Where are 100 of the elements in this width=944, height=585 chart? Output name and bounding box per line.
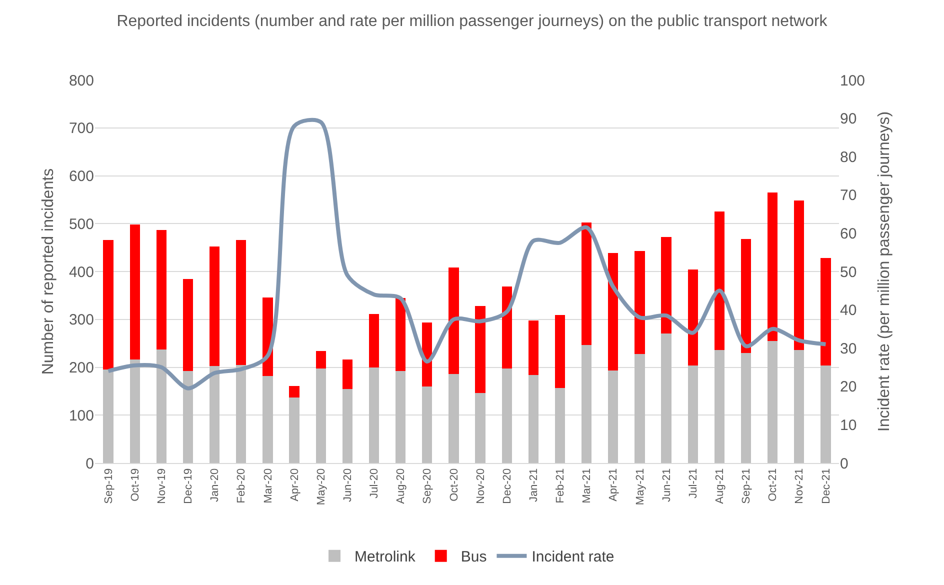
bar (661, 237, 672, 334)
bar (714, 212, 724, 350)
bar (210, 366, 220, 463)
bar (368, 367, 380, 463)
x-tick-label: Dec-21 (820, 468, 832, 504)
bar (554, 388, 566, 463)
bar (422, 386, 432, 463)
x-tick-label: May-21 (634, 468, 646, 506)
bar (608, 370, 618, 463)
x-tick-label: Aug-21 (714, 468, 726, 504)
bar (130, 360, 140, 463)
bar (768, 340, 778, 463)
x-tick-label: May-20 (315, 468, 328, 506)
bar (688, 270, 698, 366)
bar (794, 200, 804, 350)
bar (608, 252, 618, 371)
bar (502, 368, 512, 463)
legend-label: Incident rate (532, 548, 614, 566)
bar (262, 376, 273, 463)
bar (475, 306, 486, 394)
x-tick-label: Oct-19 (129, 468, 142, 502)
y2-tick-label: 0 (840, 455, 848, 472)
bar (156, 230, 166, 350)
y2-tick-label: 30 (840, 340, 857, 358)
x-tick-label: Feb-20 (236, 468, 248, 504)
bar (396, 298, 406, 372)
x-tick-label: Sep-20 (422, 468, 434, 504)
x-tick-label: Nov-19 (156, 468, 168, 504)
x-tick-label: Jun-21 (660, 468, 673, 502)
x-tick-label: Sep-21 (740, 468, 753, 504)
bar (634, 250, 645, 354)
y-tick-label: 700 (68, 120, 94, 138)
y2-tick-label: 40 (840, 302, 857, 320)
bar (210, 246, 220, 366)
bar (316, 350, 326, 369)
y-tick-label: 600 (68, 168, 94, 185)
y-tick-label: 800 (68, 72, 94, 90)
x-tick-label: Mar-20 (262, 468, 274, 504)
y2-tick-label: 10 (840, 416, 857, 434)
y-axis-title: Number of reported incidents (40, 168, 57, 375)
bar (182, 279, 194, 372)
bar (502, 286, 512, 369)
y-tick-label: 200 (68, 360, 94, 376)
bar (368, 314, 380, 368)
bar (740, 352, 752, 463)
y2-tick-label: 100 (840, 72, 866, 90)
bar (794, 350, 804, 463)
x-tick-label: Jan-21 (528, 468, 540, 502)
legend-label: Bus (460, 548, 487, 566)
x-tick-label: Mar-21 (581, 468, 594, 504)
x-tick-label: Feb-21 (554, 468, 567, 504)
y2-tick-label: 70 (840, 187, 857, 204)
y2-tick-label: 20 (840, 378, 857, 396)
y2-tick-label: 90 (840, 110, 857, 128)
bar (554, 315, 566, 388)
bar (342, 388, 352, 463)
bar (182, 371, 194, 463)
x-tick-label: Apr-21 (608, 468, 620, 502)
x-tick-label: Dec-20 (501, 468, 514, 504)
x-tick-label: Aug-20 (395, 468, 408, 504)
x-tick-label: Nov-21 (794, 468, 806, 504)
bar (130, 224, 140, 360)
bar (582, 345, 592, 463)
bar (448, 374, 459, 463)
bar (820, 258, 831, 366)
y-tick-label: 500 (68, 216, 94, 233)
y-tick-label: 0 (86, 455, 94, 472)
y2-axis-title: Incident rate (per million passenger journeys) (876, 111, 893, 432)
x-tick-label: Oct-21 (767, 468, 780, 502)
x-tick-label: Nov-20 (474, 468, 487, 504)
bar (688, 365, 698, 463)
bar (103, 370, 114, 463)
y-tick-label: 100 (68, 407, 94, 424)
bar (236, 240, 246, 365)
x-tick-label: Sep-19 (102, 468, 115, 504)
bar (634, 354, 645, 463)
bar (475, 393, 486, 463)
chart-title: Reported incidents (number and rate per million passenger journeys) on the public transport network (116, 12, 828, 30)
y2-tick-label: 60 (840, 225, 857, 242)
x-tick-label: Oct-20 (448, 468, 460, 502)
x-tick-label: Apr-20 (288, 468, 301, 502)
x-tick-label: Jul-21 (687, 468, 700, 498)
x-tick-label: Jul-20 (368, 468, 381, 498)
bar (396, 371, 406, 463)
y-tick-label: 400 (68, 264, 94, 281)
bar (103, 240, 114, 370)
y-tick-label: 300 (68, 312, 94, 329)
bar (582, 222, 592, 346)
bar (768, 192, 778, 341)
x-tick-label: Jan-20 (209, 468, 222, 502)
bar (820, 365, 831, 463)
bar (448, 268, 459, 374)
y2-tick-label: 80 (840, 148, 857, 166)
bar (661, 334, 672, 463)
bar (528, 374, 538, 463)
bar (316, 368, 326, 463)
y2-tick-label: 50 (840, 264, 857, 281)
bar (236, 364, 246, 463)
bar (289, 386, 300, 398)
bar (156, 350, 166, 463)
